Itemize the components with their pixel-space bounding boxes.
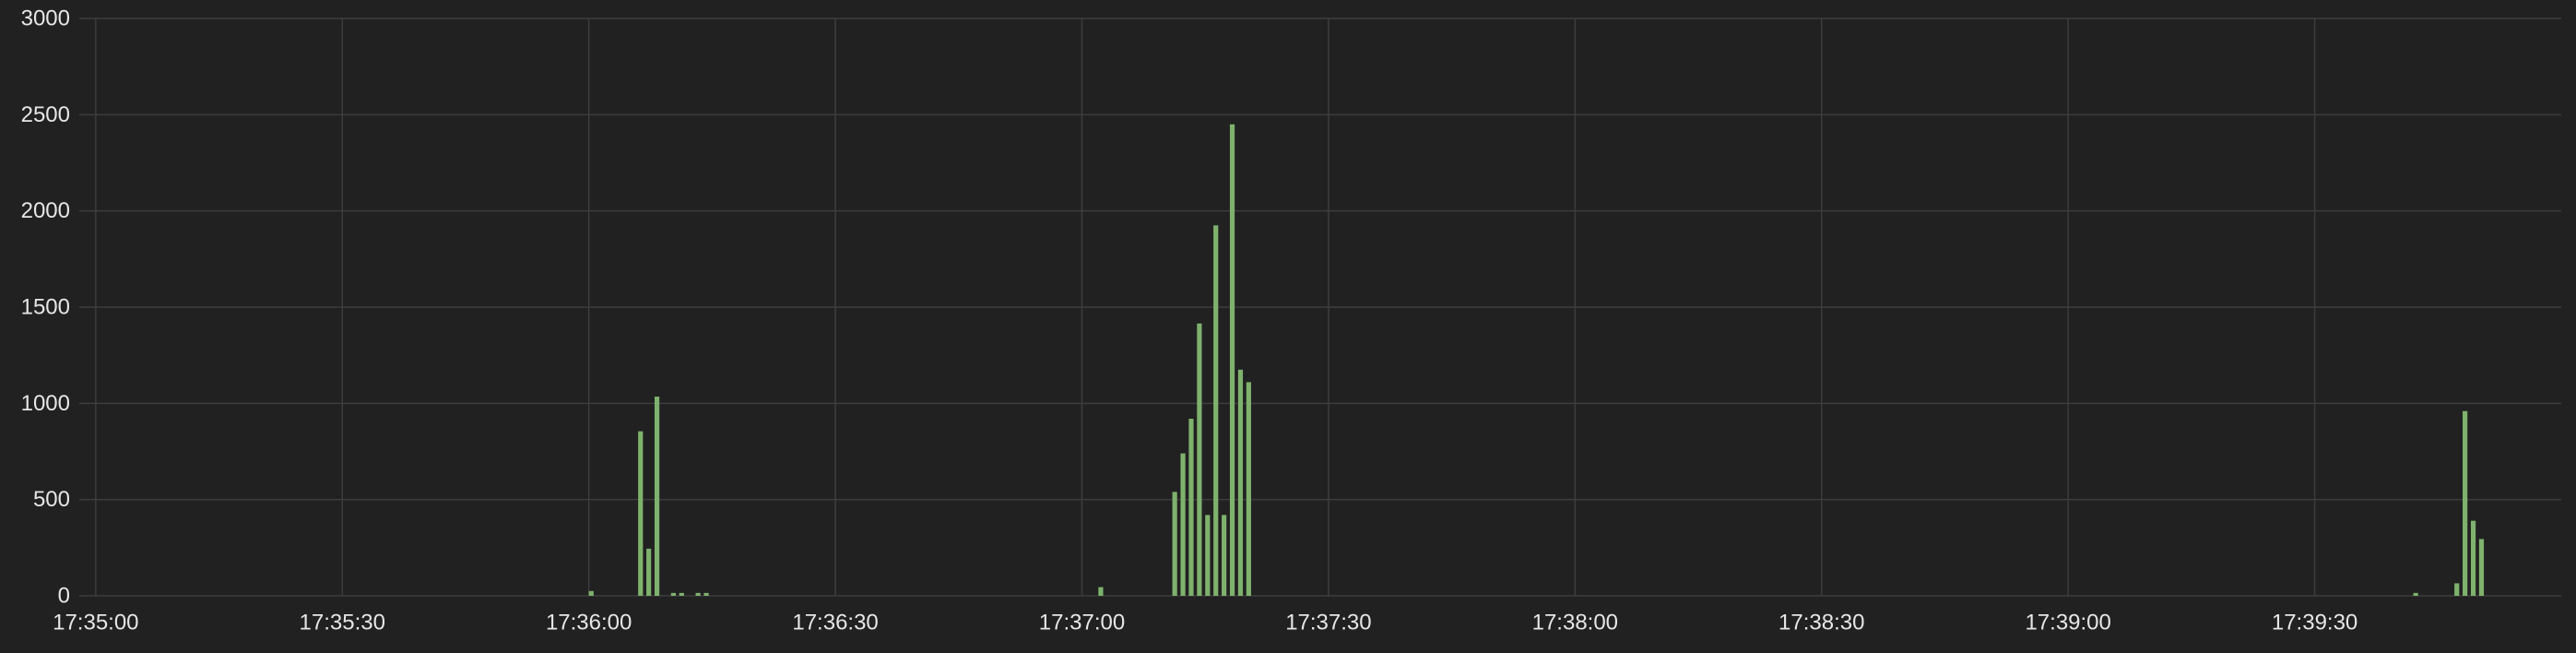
- y-tick-label: 0: [58, 584, 70, 609]
- y-tick-label: 2500: [21, 102, 70, 127]
- bar: [1172, 492, 1177, 596]
- bar: [2454, 583, 2460, 596]
- bar: [1246, 382, 1251, 596]
- y-tick-label: 2000: [21, 198, 70, 223]
- bar: [1237, 369, 1244, 596]
- bar: [2470, 520, 2476, 596]
- bar: [638, 431, 644, 596]
- bar: [1197, 323, 1202, 596]
- x-tick-label: 17:37:00: [1039, 611, 1125, 635]
- bar: [2463, 410, 2468, 596]
- bar: [654, 397, 660, 596]
- bars: [588, 124, 2485, 597]
- bar: [2478, 539, 2485, 596]
- bar: [646, 548, 652, 596]
- bar: [1213, 225, 1219, 597]
- x-tick-label: 17:38:00: [1532, 611, 1618, 635]
- x-tick-label: 17:37:30: [1285, 611, 1371, 635]
- x-tick-label: 17:35:30: [300, 611, 385, 635]
- x-tick-label: 17:38:30: [1778, 611, 1864, 635]
- y-tick-label: 1500: [21, 295, 70, 320]
- grid: [79, 18, 2561, 597]
- bar: [1222, 515, 1227, 596]
- bar: [695, 592, 701, 596]
- bar: [1188, 419, 1194, 596]
- x-tick-label: 17:39:30: [2272, 611, 2357, 635]
- y-tick-label: 500: [33, 487, 70, 512]
- bar: [1098, 587, 1104, 596]
- x-tick-label: 17:39:00: [2025, 611, 2110, 635]
- x-tick-label: 17:35:00: [53, 611, 138, 635]
- x-tick-label: 17:36:00: [546, 611, 632, 635]
- bar: [588, 590, 594, 596]
- bar: [2413, 592, 2418, 596]
- bar: [679, 592, 684, 596]
- x-tick-label: 17:36:30: [792, 611, 878, 635]
- y-axis-ticks: 0 500 1000 1500 2000 2500 3000: [21, 6, 70, 609]
- y-tick-label: 1000: [21, 391, 70, 416]
- bar: [670, 592, 677, 596]
- bar: [1180, 453, 1186, 596]
- y-tick-label: 3000: [21, 6, 70, 31]
- bar: [1229, 124, 1235, 596]
- bar: [703, 592, 709, 596]
- x-axis-ticks: 17:35:00 17:35:30 17:36:00 17:36:30 17:37:00…: [53, 611, 2357, 635]
- bar: [1205, 515, 1211, 596]
